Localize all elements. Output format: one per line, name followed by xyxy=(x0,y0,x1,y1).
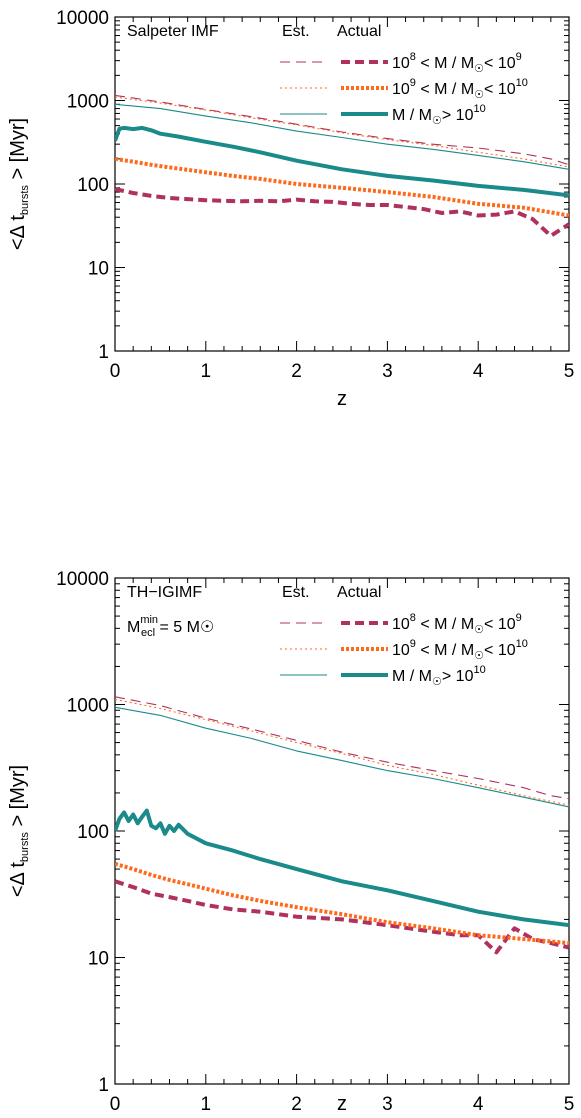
x-tick-label: 0 xyxy=(110,361,121,382)
y-tick-label: 10000 xyxy=(56,8,109,29)
legend-label-mid: 109 < M / M☉< 1010 xyxy=(392,77,528,101)
x-tick-label: 3 xyxy=(382,361,393,382)
y-tick-label: 10 xyxy=(88,259,109,280)
y-tick-label: 1000 xyxy=(67,92,109,113)
legend-label-low: 108 < M / M☉< 109 xyxy=(392,612,522,636)
y-axis-label: <Δ tbursts > [Myr] xyxy=(7,118,31,250)
series-line-low-actual xyxy=(115,187,569,238)
x-tick-label: 4 xyxy=(473,361,484,382)
y-axis-label: <Δ tbursts > [Myr] xyxy=(7,765,31,897)
x-tick-label: 1 xyxy=(201,361,212,382)
panel-title: Salpeter IMF xyxy=(127,23,219,40)
x-tick-label: 5 xyxy=(564,1094,575,1115)
y-tick-label: 100 xyxy=(77,175,109,196)
x-tick-label: 4 xyxy=(473,1094,484,1115)
y-tick-label: 100 xyxy=(77,822,109,843)
series-line-high-actual xyxy=(115,808,569,928)
y-tick-label: 10000 xyxy=(56,569,109,590)
y-tick-label: 1000 xyxy=(67,696,109,717)
series-group xyxy=(115,696,569,955)
series-line-high-est xyxy=(115,706,569,808)
x-tick-label: 2 xyxy=(291,361,302,382)
x-tick-label: 3 xyxy=(382,1094,393,1115)
legend-label-high: M / M☉> 1010 xyxy=(392,103,486,127)
series-line-low-est xyxy=(115,696,569,800)
legend-col-actual: Actual xyxy=(337,584,381,601)
series-line-high-actual xyxy=(115,125,569,198)
panel-subtitle: Mmin ecl = 5 M☉ xyxy=(127,614,214,639)
legend-col-est: Est. xyxy=(282,23,310,40)
legend-label-mid: 109 < M / M☉< 1010 xyxy=(392,638,528,662)
legend-label-high: M / M☉> 1010 xyxy=(392,664,486,688)
series-line-low-actual xyxy=(115,879,569,955)
y-tick-label: 1 xyxy=(98,1075,109,1096)
legend-label-low: 108 < M / M☉< 109 xyxy=(392,51,522,75)
x-tick-label: 2 xyxy=(291,1094,302,1115)
legend-col-actual: Actual xyxy=(337,23,381,40)
series-line-high-est xyxy=(115,103,569,170)
y-tick-label: 1 xyxy=(98,342,109,363)
x-tick-label: 1 xyxy=(201,1094,212,1115)
x-tick-label: 0 xyxy=(110,1094,121,1115)
series-group xyxy=(115,94,569,238)
x-axis-label: z xyxy=(337,388,347,410)
legend-col-est: Est. xyxy=(282,584,310,601)
series-line-low-est xyxy=(115,94,569,166)
x-tick-label: 5 xyxy=(564,361,575,382)
x-axis-label: z xyxy=(337,1093,347,1115)
y-tick-label: 10 xyxy=(88,949,109,970)
series-line-mid-est xyxy=(115,96,569,168)
series-line-mid-actual xyxy=(115,861,569,946)
panel-title: TH−IGIMF xyxy=(127,584,202,601)
series-line-mid-actual xyxy=(115,156,569,218)
